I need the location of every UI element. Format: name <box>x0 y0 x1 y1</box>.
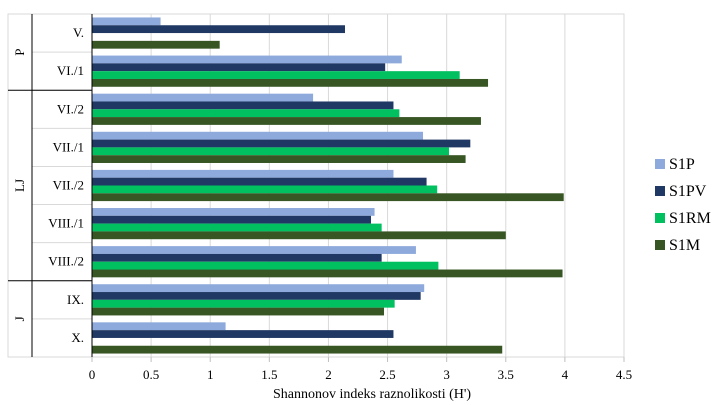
bar-s1pv-8 <box>92 292 421 300</box>
bar-s1pv-3 <box>92 101 394 110</box>
bar-s1m-2 <box>92 78 489 87</box>
bar-s1m-4 <box>92 155 466 163</box>
group-label: J <box>12 316 27 321</box>
bar-s1p-9 <box>92 322 226 331</box>
category-labels: V. VI./1 VI./2 VII./1 VII./2 VIII./1 VIII./2 IX… <box>48 25 84 345</box>
bar-s1p-5 <box>92 169 394 178</box>
category-label: VI./1 <box>57 63 84 78</box>
bar-s1m-9 <box>92 345 503 354</box>
bars <box>92 17 564 354</box>
bar-s1rm-3 <box>92 109 400 118</box>
category-label: VII./1 <box>53 139 84 154</box>
legend-label-s1m: S1M <box>669 237 700 254</box>
x-tick-label: 4.5 <box>616 367 632 382</box>
bar-s1rm-7 <box>92 261 439 270</box>
x-tick-label: 1.5 <box>261 367 277 382</box>
x-axis-title: Shannonov indeks raznolikosti (H') <box>273 387 471 402</box>
category-label: VIII./1 <box>48 216 84 231</box>
x-tick-label: 1 <box>207 367 214 382</box>
category-label: VI./2 <box>57 101 84 116</box>
bar-s1p-4 <box>92 131 424 140</box>
legend-swatch-s1p <box>655 159 665 169</box>
bar-s1rm-8 <box>92 299 395 308</box>
bar-s1p-7 <box>92 246 416 254</box>
category-label: X. <box>71 330 84 345</box>
bar-s1rm-2 <box>92 71 460 79</box>
legend-swatch-s1pv <box>655 186 665 196</box>
bar-s1rm-4 <box>92 147 450 156</box>
group-label: P <box>12 48 27 55</box>
bar-s1pv-4 <box>92 139 471 148</box>
bar-s1pv-9 <box>92 330 394 338</box>
bar-s1m-3 <box>92 117 481 125</box>
x-tick-label: 4 <box>562 367 569 382</box>
bar-s1rm-5 <box>92 185 438 194</box>
bar-s1m-8 <box>92 307 385 316</box>
legend-label-s1p: S1P <box>669 156 695 173</box>
bar-s1m-5 <box>92 193 564 202</box>
legend-swatch-s1rm <box>655 213 665 223</box>
legend-label-s1rm: S1RM <box>669 210 711 227</box>
x-tick-label: 3.5 <box>498 367 514 382</box>
bar-s1p-2 <box>92 55 402 64</box>
x-tick-label: 3 <box>443 367 450 382</box>
bar-s1p-3 <box>92 93 314 102</box>
bar-s1p-8 <box>92 284 425 293</box>
bar-s1pv-6 <box>92 215 372 224</box>
x-tick-label: 2 <box>325 367 332 382</box>
bar-s1m-6 <box>92 231 506 240</box>
legend: S1P S1PV S1RM S1M <box>655 156 711 254</box>
bar-s1p-1 <box>92 17 161 26</box>
x-tick-labels: 0 0.5 1 1.5 2 2.5 3 3.5 4 4.5 <box>89 357 632 382</box>
x-tick-label: 2.5 <box>379 367 395 382</box>
bar-s1pv-5 <box>92 177 427 186</box>
legend-label-s1pv: S1PV <box>669 183 707 200</box>
group-dividers <box>8 14 93 357</box>
bar-s1pv-7 <box>92 253 382 262</box>
category-label: V. <box>73 25 84 40</box>
x-tick-label: 0 <box>89 367 96 382</box>
category-label: IX. <box>67 292 84 307</box>
bar-s1pv-2 <box>92 63 386 72</box>
bar-s1m-1 <box>92 40 220 49</box>
bar-s1pv-1 <box>92 25 345 34</box>
bar-s1rm-6 <box>92 223 382 232</box>
group-label: LJ <box>12 179 27 192</box>
category-label: VIII./2 <box>48 254 84 269</box>
bar-s1m-7 <box>92 269 563 278</box>
group-labels: P LJ J <box>12 48 27 321</box>
legend-swatch-s1m <box>655 240 665 250</box>
category-label: VII./2 <box>53 178 84 193</box>
bar-s1p-6 <box>92 208 375 216</box>
x-tick-label: 0.5 <box>143 367 159 382</box>
